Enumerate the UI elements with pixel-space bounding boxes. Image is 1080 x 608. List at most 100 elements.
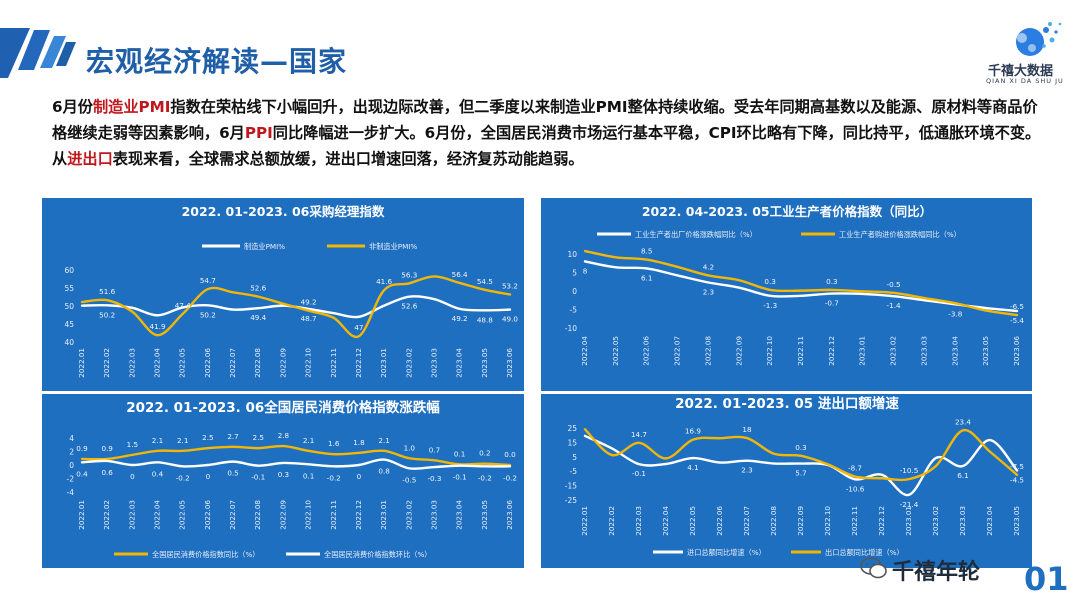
x-tick-label: 2022.07 [228,500,237,530]
data-label: 0.4 [152,469,164,478]
data-label: -5.4 [1010,316,1024,325]
data-label: -7.5 [1010,462,1024,471]
x-tick-label: 2022.03 [127,348,136,378]
y-tick-label: 5 [572,269,577,278]
x-tick-label: 2022.01 [77,500,86,530]
x-tick-label: 2023.05 [981,336,990,366]
data-label: 48.7 [301,314,317,323]
x-tick-label: 2022.05 [611,336,620,366]
data-label: -0.7 [825,299,839,308]
y-tick-label: 2 [69,448,74,457]
x-tick-label: 2022.09 [278,348,287,378]
logo-icon [1016,22,1062,56]
x-tick-label: 2023.01 [379,348,388,378]
x-tick-label: 2022.11 [796,336,805,366]
legend-label: 出口总额同比增速（%） [825,548,904,557]
data-label: -0.2 [327,473,341,482]
y-tick-label: -10 [565,324,577,333]
data-label: 0.4 [76,469,88,478]
x-tick-label: 2022.03 [127,500,136,530]
wechat-icon [860,557,887,579]
x-tick-label: 2022.08 [253,348,262,378]
x-tick-label: 2022.09 [278,500,287,530]
logo-subtitle: QIAN XI DA SHU JU [986,77,1064,85]
x-tick-label: 2023.03 [429,348,438,378]
x-tick-label: 2023.06 [1012,336,1021,366]
x-tick-label: 2023.04 [455,348,464,378]
data-label: -1.4 [887,301,901,310]
series-line-1 [80,275,512,339]
data-label: 0.3 [795,443,806,452]
x-tick-label: 2023.01 [379,500,388,530]
x-tick-label: 2022.12 [877,506,886,536]
data-label: 56.4 [452,270,468,279]
chart-trade: 2022. 01-2023. 05 进出口额增速 -25 -15 -5 5 15 25 202… [565,395,1024,557]
x-tick-label: 2023.03 [919,336,928,366]
data-label: 2.5 [202,433,213,442]
x-tick-label: 2022.12 [827,336,836,366]
x-tick-label: 2022.10 [765,336,774,366]
data-label: 2.7 [227,432,238,441]
logo-name: 千禧大数据 [988,64,1054,79]
y-tick-label: -2 [67,475,75,484]
data-label: 8.5 [641,247,652,256]
chart-title: 2022. 04-2023. 05工业生产者价格指数（同比） [642,204,932,219]
legend-label: 非制造业PMI% [369,242,417,251]
data-label: 2.1 [378,436,389,445]
x-tick-label: 2022.12 [354,348,363,378]
x-tick-label: 2022.05 [178,500,187,530]
x-tick-label: 2023.02 [931,506,940,536]
data-label: -0.2 [478,473,492,482]
x-tick-label: 2022.10 [304,348,313,378]
data-label: 54.7 [200,276,216,285]
data-label: 0 [206,472,211,481]
legend-label: 全国居民消费价格指数同比（%） [152,550,259,559]
data-label: 0.1 [454,449,465,458]
x-tick-label: 2023.05 [1012,506,1021,536]
data-label: 0.6 [101,468,113,477]
chart-cpi: 2022. 01-2023. 06全国居民消费价格指数涨跌幅 -4 -2 0 2 4 202… [67,399,518,559]
chart-pmi: 2022. 01-2023. 06采购经理指数 40 45 50 55 60 2022.01… [64,204,518,378]
data-label: -0.5 [402,475,416,484]
x-tick-label: 2022.08 [769,506,778,536]
y-tick-label: -5 [570,467,578,476]
y-tick-label: 55 [64,284,74,293]
data-label: 49.2 [452,314,468,323]
data-label: -0.3 [427,474,441,483]
data-label: 2.1 [177,436,188,445]
data-label: 56.3 [401,270,417,279]
data-label: 0.7 [429,445,440,454]
x-tick-label: 2023.01 [858,336,867,366]
y-tick-label: 0 [572,287,577,296]
x-tick-label: 2022.06 [642,336,651,366]
y-tick-label: 4 [69,434,74,443]
data-label: -0.1 [453,473,467,482]
y-tick-label: 25 [567,424,577,433]
data-label: 1.6 [328,439,340,448]
data-label: 1.0 [404,443,416,452]
data-label: -0.1 [632,469,646,478]
data-label: 6.1 [957,471,968,480]
x-tick-label: 2023.03 [958,506,967,536]
data-label: 0.1 [303,471,314,480]
y-tick-label: -15 [565,482,577,491]
x-tick-label: 2022.04 [153,500,162,530]
x-tick-label: 2022.03 [634,506,643,536]
x-tick-label: 2022.07 [742,506,751,536]
data-label: -21.4 [900,500,919,509]
highlight-text: PPI [244,124,273,142]
watermark: 千禧年轮 [892,560,981,585]
data-label: 51.6 [99,287,115,296]
data-label: 41.9 [150,322,166,331]
x-tick-label: 2023.02 [404,348,413,378]
x-tick-label: 2022.08 [703,336,712,366]
summary-paragraph: 6月份制造业PMI指数在荣枯线下小幅回升，出现边际改善，但二季度以来制造业PMI… [52,94,1042,172]
series-line-0 [583,260,1019,313]
data-label: 0.3 [826,277,837,286]
x-tick-label: 2022.12 [354,500,363,530]
chart-panel-ppi: 2022. 04-2023. 05工业生产者价格指数（同比） -10 -5 0 5 10 2… [541,198,1032,391]
x-tick-label: 2022.02 [102,348,111,378]
x-tick-label: 2022.01 [77,348,86,378]
page-title: 宏观经济解读—国家 [86,45,348,78]
y-tick-label: 40 [64,338,74,347]
